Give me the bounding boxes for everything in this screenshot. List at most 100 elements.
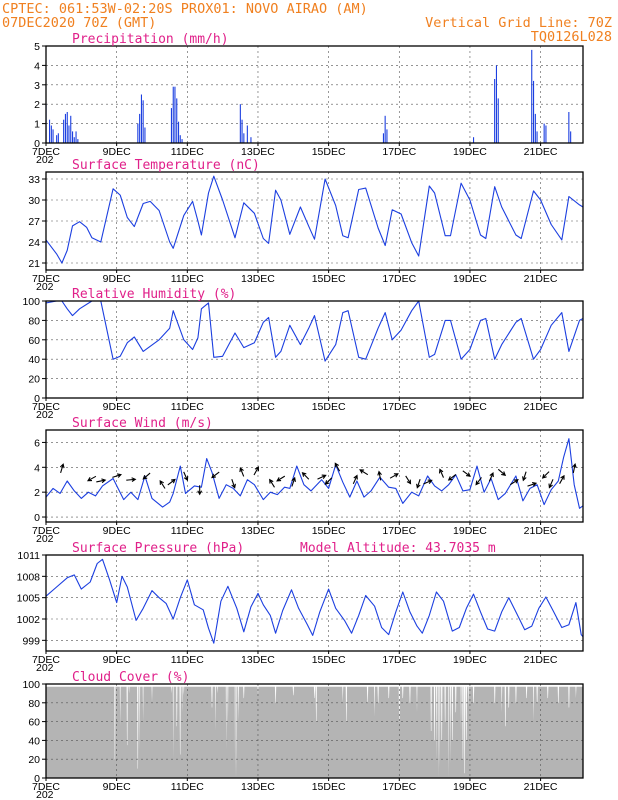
wind-arrow (96, 478, 107, 484)
x-year-stub: 202 (36, 662, 54, 674)
precip-bar (179, 135, 181, 143)
x-tick-label: 21DEC (524, 525, 558, 537)
surface-wind-title: Surface Wind (m/s) (72, 416, 213, 431)
y-tick-label: 0 (34, 393, 40, 405)
y-tick-label: 4 (34, 60, 40, 72)
precip-bar (56, 135, 58, 143)
wind-arrow (159, 479, 166, 489)
x-tick-label: 9DEC (103, 146, 131, 158)
wind-arrow (112, 473, 122, 478)
wind-arrow (462, 470, 471, 477)
x-tick-label: 9DEC (103, 525, 131, 537)
y-tick-label: 1008 (17, 571, 41, 583)
x-tick-label: 7DEC (32, 525, 60, 537)
wind-arrow (197, 485, 203, 496)
y-tick-label: 40 (28, 354, 40, 366)
precip-bar (543, 123, 545, 143)
precip-bar (57, 133, 59, 143)
surface-wind-panel: 0 2 4 6 7DEC 9DEC 11DEC 13DEC 15DEC 17DEC 19DEC 21D… (32, 416, 584, 545)
precip-bar (142, 100, 144, 143)
precip-bar (497, 98, 499, 143)
surface-temperature-line (45, 175, 584, 264)
wind-arrow (475, 477, 482, 486)
x-tick-label: 21DEC (524, 273, 558, 285)
precip-bar (144, 127, 146, 143)
y-tick-label: 5 (34, 41, 40, 53)
wind-arrow (211, 471, 220, 479)
precip-bar (50, 125, 52, 143)
cloud-cover-frame (45, 683, 584, 779)
precip-bar (239, 104, 241, 143)
y-tick-label: 6 (34, 437, 40, 449)
wind-arrow (231, 479, 236, 489)
relative-humidity-panel: 0 20 40 60 80 100 7DEC 9DEC 11DEC 13DEC 15DEC 17DEC… (22, 287, 584, 421)
wind-arrow (86, 475, 97, 482)
x-tick-label: 11DEC (171, 401, 204, 413)
surface-temperature-panel: 21 24 27 30 33 7DEC 9DEC 11DEC 13DEC 15DEC 17DEC 19… (28, 158, 584, 293)
precip-bar (66, 112, 68, 143)
precip-bar (495, 65, 497, 143)
precip-bar (243, 133, 245, 143)
x-tick-label: 21DEC (524, 146, 558, 158)
wind-arrow (405, 475, 412, 485)
precip-bar (384, 115, 386, 143)
precip-bar (64, 113, 66, 143)
precip-bar (386, 129, 388, 143)
wind-arrow (548, 479, 554, 489)
wind-arrow (447, 474, 457, 481)
surface-pressure-frame (45, 554, 584, 652)
precip-bar (170, 108, 172, 143)
x-tick-label: 21DEC (524, 781, 558, 793)
wind-arrow (59, 463, 65, 474)
surface-pressure-annotation: Model Altitude: 43.7035 m (300, 541, 496, 556)
x-tick-label: 9DEC (103, 401, 131, 413)
surface-temperature-title: Surface Temperature (nC) (72, 158, 260, 173)
y-tick-label: 60 (28, 717, 40, 729)
relative-humidity-frame (45, 300, 584, 399)
wind-arrow (317, 474, 327, 480)
x-year-stub: 202 (36, 533, 54, 545)
wind-arrow (167, 478, 176, 486)
wind-arrow (559, 474, 565, 484)
precip-bar (494, 79, 496, 143)
y-tick-label: 33 (28, 174, 40, 186)
x-tick-label: 7DEC (32, 781, 60, 793)
x-tick-label: 15DEC (312, 525, 346, 537)
x-tick-label: 17DEC (382, 654, 416, 666)
x-year-stub: 202 (36, 789, 54, 800)
x-tick-label: 7DEC (32, 273, 60, 285)
x-year-stub: 202 (36, 281, 54, 293)
wind-arrow (488, 472, 494, 482)
wind-arrow (291, 476, 296, 487)
wind-arrow (352, 474, 358, 485)
wind-arrow (324, 477, 333, 486)
y-tick-label: 100 (22, 296, 40, 308)
x-tick-label: 19DEC (453, 146, 487, 158)
precip-bar (568, 112, 570, 143)
precip-bar (241, 119, 243, 143)
x-tick-label: 17DEC (382, 525, 416, 537)
x-tick-label: 13DEC (241, 525, 275, 537)
precip-bar (473, 137, 475, 143)
precip-bar (137, 123, 139, 143)
wind-arrow (183, 471, 189, 482)
y-tick-label: 1 (34, 119, 40, 131)
x-tick-label: 19DEC (453, 401, 487, 413)
precipitation-title: Precipitation (mm/h) (72, 32, 229, 47)
wind-arrow (269, 478, 275, 488)
x-tick-label: 13DEC (241, 401, 275, 413)
x-tick-label: 13DEC (241, 273, 275, 285)
y-tick-label: 40 (28, 735, 40, 747)
precip-bar (545, 125, 547, 143)
precip-bar (140, 94, 142, 143)
surface-pressure-title: Surface Pressure (hPa) (72, 541, 244, 556)
wind-arrow (142, 472, 151, 480)
surface-wind-line (45, 438, 584, 509)
wind-arrow (416, 479, 421, 489)
precip-bar (68, 125, 70, 143)
x-tick-label: 19DEC (453, 273, 487, 285)
x-tick-label: 19DEC (453, 654, 487, 666)
precip-bar (72, 131, 74, 143)
